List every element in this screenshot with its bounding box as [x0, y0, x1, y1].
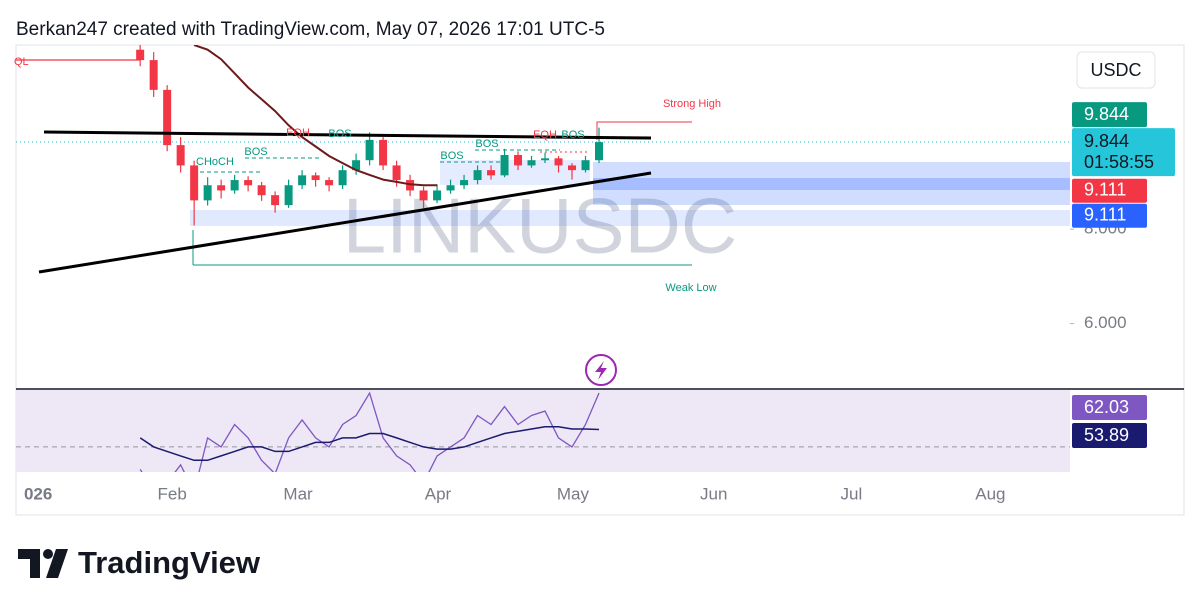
candle-body	[433, 190, 442, 201]
candle-body	[527, 160, 536, 166]
logo-mark	[43, 549, 53, 559]
drawings	[16, 59, 1070, 266]
rsi-band	[16, 390, 1070, 472]
resistance	[43, 130, 652, 140]
x-tick-label: May	[557, 484, 590, 503]
chart-frame	[15, 44, 1185, 516]
brand: TradingView	[78, 545, 261, 580]
candle-body	[365, 139, 374, 161]
candle-body	[244, 180, 253, 186]
rsi-label: 62.03	[1084, 397, 1129, 417]
candle-body	[176, 145, 185, 166]
x-tick-label: Apr	[425, 484, 452, 503]
rsi-line	[139, 391, 600, 472]
candle-body	[338, 170, 347, 186]
candle-body	[271, 195, 280, 206]
countdown: 01:58:55	[1084, 152, 1154, 172]
rsi-label-box	[1072, 395, 1147, 420]
currency-box	[1076, 51, 1156, 89]
candle-body	[136, 49, 145, 61]
candles	[136, 45, 604, 226]
candle-body	[446, 185, 455, 191]
x-tick-label: Mar	[283, 484, 313, 503]
candle-body	[460, 180, 469, 186]
currency: USDC	[1090, 60, 1141, 80]
annotation: BOS	[328, 128, 351, 140]
price-label-box	[1072, 102, 1147, 128]
candle-body	[595, 142, 604, 161]
candle-body	[473, 170, 482, 181]
candle-body	[500, 155, 509, 176]
x-tick-label: Jun	[700, 484, 727, 503]
strong-high-line	[596, 121, 692, 140]
time-axis: 026 Feb Mar Apr May Jun Jul Aug	[24, 484, 1006, 503]
x-tick-label: Jul	[841, 484, 863, 503]
candle-body	[217, 185, 226, 191]
x-tick-label: Aug	[975, 484, 1005, 503]
level-label: 9.111	[1084, 204, 1126, 224]
logo-mark	[18, 549, 40, 578]
trendlines	[38, 130, 652, 274]
header: Berkan247 created with TradingView.com, …	[16, 19, 605, 40]
moving-average	[193, 45, 438, 187]
candle-body	[230, 180, 239, 191]
price-label-box	[1072, 128, 1175, 177]
zone	[593, 162, 1070, 205]
rsi-label: 53.89	[1084, 425, 1129, 445]
annotation: QL	[14, 56, 29, 68]
candle-body	[392, 165, 401, 181]
price-label: 9.844	[1084, 131, 1129, 151]
annotation: BOS	[440, 150, 463, 162]
candle-body	[163, 89, 172, 146]
candle-body	[541, 158, 550, 161]
candle-body	[149, 60, 158, 90]
rsi-ma	[139, 425, 600, 462]
annotation: BOS	[475, 138, 498, 150]
candle-body	[487, 170, 496, 176]
annotation: BOS	[561, 129, 584, 141]
candle-body	[554, 158, 563, 166]
candle-body	[311, 175, 320, 181]
alert-bolt	[595, 361, 607, 380]
annotation: BOS	[244, 146, 267, 158]
annotation: EQH	[286, 127, 310, 139]
zone	[190, 210, 1070, 226]
annotation: EQH	[533, 129, 557, 141]
candle-body	[203, 185, 212, 201]
candle-body	[514, 155, 523, 166]
candle-body	[379, 139, 388, 166]
candle-body	[190, 165, 199, 201]
y-tick-label: 6.000	[1084, 313, 1127, 332]
price-label: 9.844	[1084, 104, 1129, 124]
annotation: Weak Low	[665, 282, 716, 294]
zone	[593, 178, 1070, 190]
rsi-label-box	[1072, 423, 1147, 448]
candle-body	[419, 190, 428, 201]
annotation: CHoCH	[196, 156, 234, 168]
candle-body	[568, 165, 577, 171]
watermark: LINKUSDC	[343, 182, 737, 270]
candle-body	[298, 175, 307, 186]
rsi-pane	[16, 391, 1070, 472]
level-label: 9.111	[1084, 179, 1126, 199]
annotation: Strong High	[663, 98, 721, 110]
logo-mark	[46, 549, 68, 578]
level-label-box	[1072, 178, 1147, 203]
candle-body	[325, 180, 334, 186]
candle-body	[581, 160, 590, 171]
candle-body	[257, 185, 266, 196]
support	[38, 171, 652, 274]
x-tick-label: 026	[24, 484, 52, 503]
price-scale: 6.0008.0009.8449.84401:58:559.1119.11162…	[1070, 102, 1175, 448]
logo	[18, 549, 68, 578]
candle-body	[352, 160, 361, 171]
level-label-box	[1072, 203, 1147, 228]
candle-body	[284, 185, 293, 206]
x-tick-label: Feb	[157, 484, 186, 503]
